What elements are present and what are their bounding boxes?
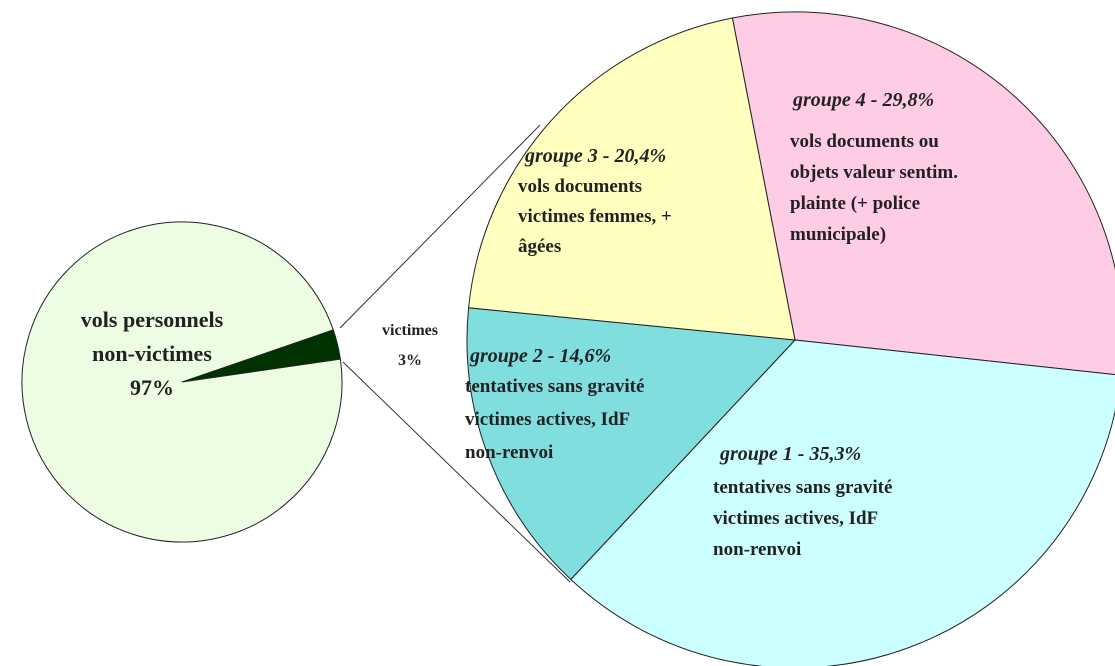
value-label: groupe 2 - 14,6%	[469, 345, 611, 367]
slice-description: tentatives sans gravité	[465, 376, 644, 397]
connector-line	[339, 124, 541, 329]
pie-slice	[466, 307, 797, 581]
pie-slice	[570, 339, 1115, 666]
slice-description: victimes femmes, +	[518, 206, 672, 227]
value-label: groupe 4 - 29,8%	[792, 89, 934, 111]
slice-description: vols documents ou	[790, 131, 939, 152]
slice-description: objets valeur sentim.	[790, 162, 958, 183]
slice-description: non-renvoi	[713, 539, 801, 560]
slice-description: victimes actives, IdF	[713, 508, 878, 529]
slice-description: tentatives sans gravité	[713, 477, 892, 498]
pie-slice	[21, 221, 343, 543]
slice-description: plainte (+ police	[790, 193, 920, 214]
slice-description: victimes actives, IdF	[465, 409, 630, 430]
value-label: groupe 1 - 35,3%	[719, 443, 861, 465]
pie-slice	[731, 11, 1115, 376]
value-label: groupe 3 - 20,4%	[524, 145, 666, 167]
slice-description: non-renvoi	[465, 442, 553, 463]
pie-slice	[468, 17, 796, 341]
slice-description: âgées	[518, 236, 561, 257]
slice-label: non-victimes	[92, 341, 212, 366]
slice-label: victimes	[382, 322, 438, 339]
value-label: 97%	[130, 375, 174, 400]
slice-label: vols personnels	[81, 307, 224, 332]
connector-line	[342, 361, 571, 583]
slice-description: municipale)	[790, 224, 886, 245]
slice-description: vols documents	[518, 176, 642, 197]
value-label: 3%	[398, 352, 422, 369]
